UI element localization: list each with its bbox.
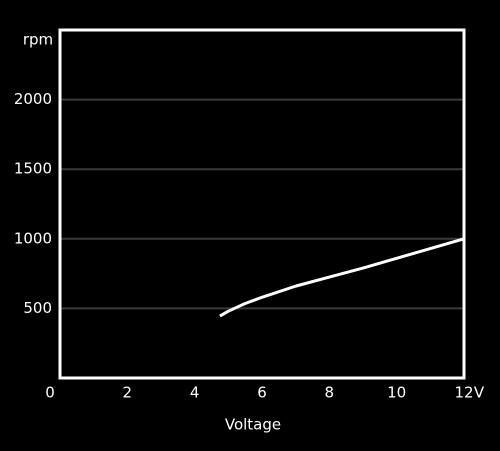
x-tick-label: 8 — [325, 384, 335, 402]
y-tick-label: 2000 — [14, 90, 52, 108]
x-axis-unit: V — [474, 384, 485, 402]
y-axis-label: rpm — [23, 31, 53, 49]
y-tick-label: 1500 — [14, 160, 52, 178]
plot-frame — [58, 28, 466, 380]
x-axis-label: Voltage — [225, 416, 281, 434]
x-tick-label: 0 — [45, 384, 55, 402]
y-tick-label: 1000 — [14, 229, 52, 247]
x-tick-label: 10 — [387, 384, 406, 402]
y-tick-label: 500 — [23, 299, 52, 317]
data-line — [219, 237, 465, 318]
x-tick-label: 2 — [123, 384, 133, 402]
x-tick-label: 12 — [454, 384, 473, 402]
x-tick-label: 6 — [257, 384, 267, 402]
x-tick-label: 4 — [190, 384, 200, 402]
